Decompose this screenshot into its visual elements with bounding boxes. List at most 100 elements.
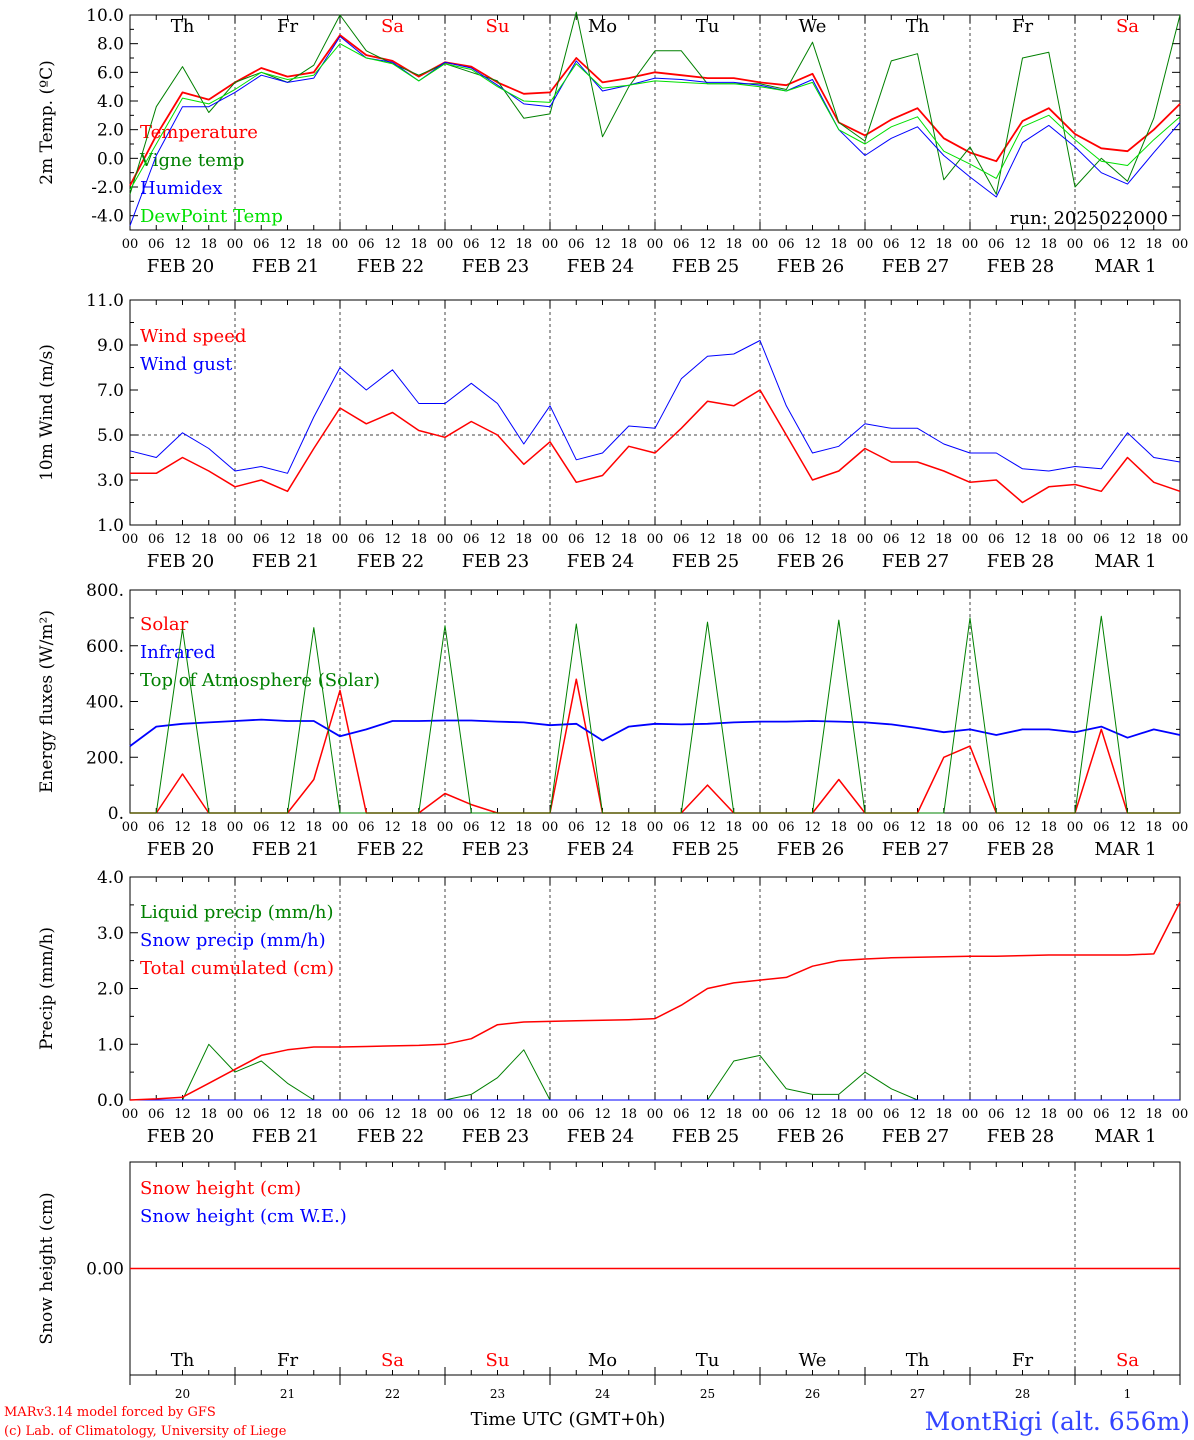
day-name-label: Fr (1012, 16, 1033, 37)
legend-entry: Infrared (140, 642, 215, 663)
y-tick-label: 0. (108, 804, 124, 824)
x-hour-label: 00 (1067, 1107, 1084, 1122)
x-hour-label: 12 (909, 532, 926, 547)
x-hour-label: 00 (437, 532, 454, 547)
x-date-label: FEB 23 (462, 839, 529, 860)
x-date-label: FEB 27 (882, 256, 949, 277)
y-tick-label: 400. (86, 693, 124, 713)
x-hour-label: 06 (358, 237, 375, 252)
x-hour-label: 18 (1040, 237, 1057, 252)
x-hour-label: 18 (1040, 1107, 1057, 1122)
x-date-label: MAR 1 (1094, 839, 1156, 860)
x-hour-label: 06 (883, 1107, 900, 1122)
y-tick-label: 5.0 (97, 426, 124, 446)
x-hour-label: 06 (463, 532, 480, 547)
x-hour-label: 00 (332, 820, 349, 835)
y-axis-label: Precip (mm/h) (37, 927, 57, 1050)
y-tick-label: 9.0 (97, 336, 124, 356)
day-number-label: 28 (1015, 1387, 1030, 1401)
y-tick-label: -2.0 (91, 178, 124, 198)
x-hour-label: 18 (830, 820, 847, 835)
x-hour-label: 18 (725, 1107, 742, 1122)
x-hour-label: 12 (594, 1107, 611, 1122)
x-hour-label: 12 (489, 237, 506, 252)
x-hour-label: 18 (725, 237, 742, 252)
x-date-label: FEB 27 (882, 839, 949, 860)
x-hour-label: 18 (1145, 237, 1162, 252)
x-hour-label: 12 (804, 1107, 821, 1122)
x-hour-label: 18 (515, 237, 532, 252)
x-date-label: FEB 21 (252, 256, 319, 277)
y-tick-label: 600. (86, 637, 124, 657)
x-hour-label: 06 (253, 820, 270, 835)
y-tick-label: 10.0 (86, 6, 124, 26)
x-date-label: FEB 26 (777, 256, 844, 277)
x-hour-label: 18 (1040, 532, 1057, 547)
lab-credit: (c) Lab. of Climatology, University of L… (4, 1424, 287, 1439)
x-hour-label: 06 (673, 1107, 690, 1122)
x-hour-label: 12 (699, 1107, 716, 1122)
x-date-label: MAR 1 (1094, 1126, 1156, 1147)
x-hour-label: 18 (620, 532, 637, 547)
x-hour-label: 12 (699, 237, 716, 252)
x-hour-label: 06 (148, 532, 165, 547)
x-hour-label: 06 (358, 532, 375, 547)
day-name-label: Tu (696, 1350, 720, 1371)
x-hour-label: 00 (962, 1107, 979, 1122)
y-axis-label: Energy fluxes (W/m²) (37, 610, 57, 793)
x-hour-label: 00 (332, 1107, 349, 1122)
y-tick-label: -4.0 (91, 207, 124, 227)
x-hour-label: 00 (227, 1107, 244, 1122)
x-hour-label: 00 (962, 820, 979, 835)
chart-panel-5: 0.00 Snow height (cm) Th 20 Fr 21 Sa 22 Su 23 Mo 24… (37, 1161, 1181, 1401)
x-hour-label: 18 (200, 532, 217, 547)
x-hour-label: 18 (410, 820, 427, 835)
day-number-label: 24 (595, 1387, 611, 1401)
y-tick-label: 7.0 (97, 381, 124, 401)
x-date-label: FEB 22 (357, 1126, 424, 1147)
y-tick-label: 8.0 (97, 35, 124, 55)
chart-panel-3: 800. 600. 400. 200. 0. Energy fluxes (W/m²) 00… (37, 581, 1188, 860)
x-hour-label: 18 (725, 820, 742, 835)
x-hour-label: 18 (935, 237, 952, 252)
x-hour-label: 18 (1145, 1107, 1162, 1122)
day-name-label: Mo (588, 1350, 617, 1371)
day-name-label: Sa (381, 1350, 404, 1371)
x-hour-label: 18 (200, 820, 217, 835)
y-tick-label: 4.0 (97, 92, 124, 112)
x-date-label: FEB 20 (147, 256, 214, 277)
day-name-label: Su (486, 1350, 510, 1371)
x-hour-label: 00 (122, 237, 139, 252)
y-axis-label: Snow height (cm) (37, 1192, 57, 1344)
x-hour-label: 00 (1172, 820, 1189, 835)
x-hour-label: 00 (857, 237, 874, 252)
day-name-label: Fr (277, 1350, 298, 1371)
x-hour-label: 06 (883, 532, 900, 547)
x-hour-label: 06 (883, 820, 900, 835)
x-date-label: FEB 23 (462, 551, 529, 572)
x-hour-label: 18 (305, 532, 322, 547)
x-date-label: FEB 25 (672, 551, 739, 572)
x-hour-label: 12 (174, 532, 191, 547)
x-hour-label: 00 (122, 820, 139, 835)
x-hour-label: 00 (752, 237, 769, 252)
x-date-label: FEB 24 (567, 256, 634, 277)
series-line-blue (129, 340, 1181, 474)
x-hour-label: 00 (647, 820, 664, 835)
x-hour-label: 12 (699, 532, 716, 547)
x-hour-label: 00 (122, 1107, 139, 1122)
chart-panel-4: 4.0 3.0 2.0 1.0 0.0 Precip (mm/h) 00 06 12 18 00 06… (37, 868, 1188, 1147)
legend-entry: Snow height (cm) (140, 1178, 301, 1199)
x-hour-label: 06 (883, 237, 900, 252)
x-hour-label: 06 (778, 820, 795, 835)
x-hour-label: 00 (122, 532, 139, 547)
x-hour-label: 12 (279, 532, 296, 547)
x-hour-label: 18 (1040, 820, 1057, 835)
x-date-label: FEB 25 (672, 1126, 739, 1147)
y-tick-label: 1.0 (97, 516, 124, 536)
series-line-blue (129, 718, 1181, 747)
day-name-label: Th (171, 1350, 195, 1371)
x-hour-label: 00 (962, 532, 979, 547)
x-hour-label: 12 (909, 1107, 926, 1122)
